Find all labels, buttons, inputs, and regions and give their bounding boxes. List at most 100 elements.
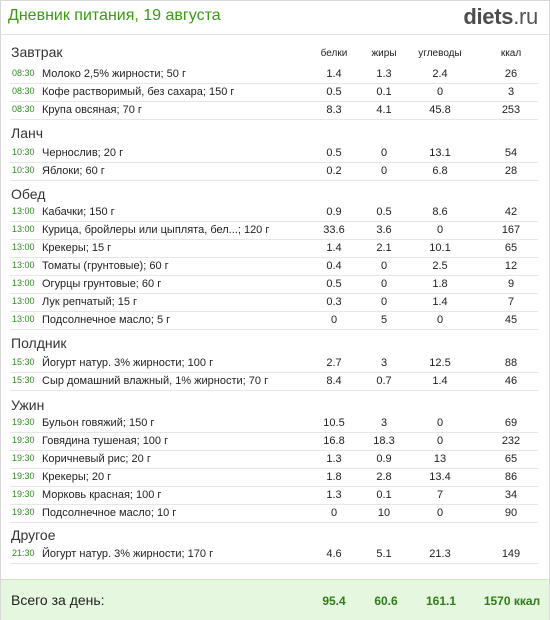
carbs-value: 10.1	[429, 242, 451, 254]
fat-value: 0	[380, 165, 388, 177]
food-row[interactable]: 15:30 Сыр домашний влажный, 1% жирности; …	[10, 372, 538, 391]
fat-value: 3.6	[376, 224, 392, 236]
page-title: Дневник питания, 19 августа	[8, 7, 221, 24]
food-name: Молоко 2,5% жирности; 50 г	[42, 68, 186, 80]
food-row[interactable]: 10:30 Яблоки; 60 г 0.2 0 6.8 28	[10, 162, 538, 181]
entry-time: 19:30	[12, 453, 35, 463]
protein-value: 33.6	[323, 224, 345, 236]
carbs-value: 0	[436, 314, 444, 326]
carbs-value: 1.4	[432, 375, 448, 387]
food-row[interactable]: 19:30 Коричневый рис; 20 г 1.3 0.9 13 65	[10, 450, 538, 469]
kcal-value: 65	[504, 453, 518, 465]
food-row[interactable]: 13:00 Крекеры; 15 г 1.4 2.1 10.1 65	[10, 239, 538, 258]
entry-time: 19:30	[12, 471, 35, 481]
fat-value: 0	[380, 147, 388, 159]
fat-value: 3	[380, 417, 388, 429]
column-header-kcal: ккал	[500, 48, 522, 59]
food-row[interactable]: 15:30 Йогурт натур. 3% жирности; 100 г 2.7…	[10, 354, 538, 373]
food-row[interactable]: 13:00 Огурцы грунтовые; 60 г 0.5 0 1.8 9	[10, 275, 538, 294]
section-title: Обед	[11, 186, 46, 202]
carbs-value: 1.8	[432, 278, 448, 290]
protein-value: 4.6	[326, 548, 342, 560]
food-row[interactable]: 19:30 Морковь красная; 100 г 1.3 0.1 7 34	[10, 486, 538, 505]
protein-value: 1.4	[326, 242, 342, 254]
food-row[interactable]: 10:30 Чернослив; 20 г 0.5 0 13.1 54	[10, 144, 538, 163]
food-name: Бульон говяжий; 150 г	[42, 417, 155, 429]
protein-value: 0.2	[326, 165, 342, 177]
food-name: Томаты (грунтовые); 60 г	[42, 260, 169, 272]
kcal-value: 26	[504, 68, 518, 80]
entry-time: 08:30	[12, 86, 35, 96]
column-header-protein: белки	[320, 48, 348, 59]
food-row[interactable]: 19:30 Говядина тушеная; 100 г 16.8 18.3 0 232	[10, 432, 538, 451]
protein-value: 1.3	[326, 453, 342, 465]
protein-value: 1.3	[326, 489, 342, 501]
entry-time: 13:00	[12, 260, 35, 270]
entry-time: 19:30	[12, 417, 35, 427]
food-name: Сыр домашний влажный, 1% жирности; 70 г	[42, 375, 269, 387]
kcal-value: 3	[507, 86, 515, 98]
food-name: Подсолнечное масло; 10 г	[42, 507, 177, 519]
food-row[interactable]: 19:30 Подсолнечное масло; 10 г 0 10 0 90	[10, 504, 538, 523]
header: Дневник питания, 19 августа diets.ru	[8, 4, 538, 30]
entry-time: 15:30	[12, 357, 35, 367]
food-name: Кофе растворимый, без сахара; 150 г	[42, 86, 235, 98]
kcal-value: 42	[504, 206, 518, 218]
kcal-value: 7	[507, 296, 515, 308]
food-name: Огурцы грунтовые; 60 г	[42, 278, 162, 290]
entry-time: 13:00	[12, 224, 35, 234]
carbs-value: 1.4	[432, 296, 448, 308]
kcal-value: 253	[501, 104, 521, 116]
food-row[interactable]: 13:00 Подсолнечное масло; 5 г 0 5 0 45	[10, 311, 538, 330]
food-row[interactable]: 13:00 Лук репчатый; 15 г 0.3 0 1.4 7	[10, 293, 538, 312]
fat-value: 5	[380, 314, 388, 326]
protein-value: 8.4	[326, 375, 342, 387]
carbs-value: 45.8	[429, 104, 451, 116]
food-name: Говядина тушеная; 100 г	[42, 435, 169, 447]
food-row[interactable]: 19:30 Крекеры; 20 г 1.8 2.8 13.4 86	[10, 468, 538, 487]
kcal-value: 28	[504, 165, 518, 177]
carbs-value: 0	[436, 435, 444, 447]
site-logo[interactable]: diets.ru	[463, 4, 538, 30]
carbs-value: 13.1	[429, 147, 451, 159]
fat-value: 0.7	[376, 375, 392, 387]
column-header-fat: жиры	[371, 48, 397, 59]
food-row[interactable]: 08:30 Кофе растворимый, без сахара; 150 г…	[10, 83, 538, 102]
food-row[interactable]: 19:30 Бульон говяжий; 150 г 10.5 3 0 69	[10, 414, 538, 433]
kcal-value: 232	[501, 435, 521, 447]
protein-value: 1.8	[326, 471, 342, 483]
protein-value: 0	[330, 314, 338, 326]
food-name: Чернослив; 20 г	[42, 147, 124, 159]
protein-value: 10.5	[323, 417, 345, 429]
food-row[interactable]: 13:00 Томаты (грунтовые); 60 г 0.4 0 2.5 12	[10, 257, 538, 276]
food-name: Кабачки; 150 г	[42, 206, 115, 218]
protein-value: 0.9	[326, 206, 342, 218]
carbs-value: 13	[433, 453, 447, 465]
carbs-value: 0	[436, 507, 444, 519]
kcal-value: 12	[504, 260, 518, 272]
food-row[interactable]: 08:30 Крупа овсяная; 70 г 8.3 4.1 45.8 253	[10, 101, 538, 120]
carbs-value: 12.5	[429, 357, 451, 369]
food-row[interactable]: 21:30 Йогурт натур. 3% жирности; 170 г 4.6…	[10, 545, 538, 564]
food-row[interactable]: 13:00 Курица, бройлеры или цыплята, бел..…	[10, 221, 538, 240]
total-fat: 60.6	[374, 594, 398, 608]
header-divider	[0, 34, 550, 35]
kcal-value: 167	[501, 224, 521, 236]
carbs-value: 7	[436, 489, 444, 501]
logo-main: diets	[463, 4, 514, 29]
food-row[interactable]: 08:30 Молоко 2,5% жирности; 50 г 1.4 1.3 2.4…	[10, 65, 538, 84]
food-name: Лук репчатый; 15 г	[42, 296, 138, 308]
protein-value: 0.5	[326, 86, 342, 98]
carbs-value: 21.3	[429, 548, 451, 560]
entry-time: 19:30	[12, 435, 35, 445]
protein-value: 16.8	[323, 435, 345, 447]
protein-value: 1.4	[326, 68, 342, 80]
fat-value: 0	[380, 260, 388, 272]
entry-time: 21:30	[12, 548, 35, 558]
fat-value: 0.1	[376, 86, 392, 98]
food-name: Курица, бройлеры или цыплята, бел...; 12…	[42, 224, 270, 236]
food-row[interactable]: 13:00 Кабачки; 150 г 0.9 0.5 8.6 42	[10, 203, 538, 222]
section-title: Другое	[11, 527, 56, 543]
entry-time: 13:00	[12, 242, 35, 252]
